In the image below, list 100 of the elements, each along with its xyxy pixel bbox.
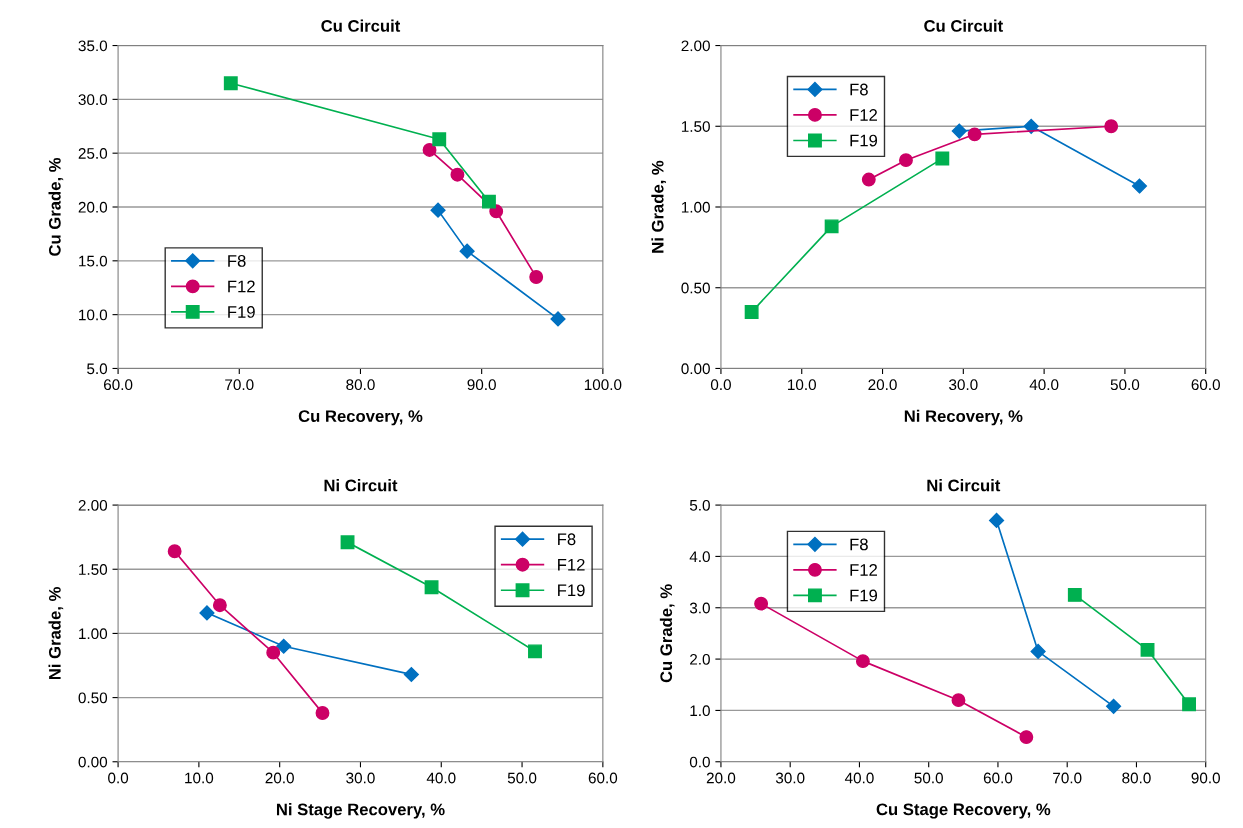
x-tick-label: 60.0 [588, 772, 618, 784]
y-tick-label: 5.0 [87, 363, 108, 375]
y-tick-label: 0.0 [689, 756, 710, 768]
point [432, 132, 447, 147]
y-tick-label: 1.0 [690, 705, 710, 717]
chart-title: Cu Circuit [321, 19, 401, 32]
y-axis-title: Cu Grade, % [48, 157, 64, 256]
x-tick-label: 20.0 [706, 772, 736, 784]
x-tick-label: 30.0 [949, 379, 978, 391]
x-tick-label: 10.0 [185, 772, 214, 784]
point [424, 580, 439, 595]
legend-label: F8 [850, 538, 868, 551]
point [167, 544, 182, 559]
legend-label: F8 [558, 533, 576, 546]
x-tick-label: 100.0 [584, 379, 622, 391]
y-tick-label: 1.00 [681, 201, 710, 213]
x-axis-title: Cu Stage Recovery, % [876, 803, 1051, 819]
point [315, 706, 330, 720]
point [550, 311, 566, 327]
x-tick-label: 60.0 [983, 772, 1013, 784]
point [1131, 178, 1148, 194]
y-tick-label: 10.0 [79, 309, 108, 321]
y-tick-label: 2.00 [681, 40, 710, 52]
y-tick-label: 2.00 [78, 499, 108, 511]
y-tick-label: 25.0 [78, 148, 108, 159]
legend-label: F12 [850, 109, 877, 121]
point [199, 605, 215, 621]
y-tick-label: 4.0 [689, 551, 710, 563]
x-axis-title: Ni Stage Recovery, % [276, 803, 445, 819]
x-tick-label: 30.0 [346, 772, 375, 784]
x-tick-label: 40.0 [426, 772, 456, 784]
point [855, 654, 870, 669]
x-tick-label: 60.0 [1191, 379, 1220, 391]
point [824, 219, 839, 234]
x-tick-label: 50.0 [507, 772, 537, 784]
legend-label: F19 [850, 589, 878, 602]
x-tick-label: 70.0 [1053, 772, 1082, 784]
y-tick-label: 5.0 [689, 499, 710, 511]
x-tick-label: 80.0 [346, 379, 375, 391]
legend-label: F19 [558, 584, 585, 597]
x-tick-label: 40.0 [1029, 379, 1059, 391]
x-tick-label: 50.0 [1110, 379, 1140, 391]
point [529, 270, 544, 284]
legend-label: F12 [558, 558, 585, 571]
point [481, 194, 496, 209]
y-tick-label: 0.00 [78, 756, 108, 768]
x-tick-label: 60.0 [103, 379, 133, 391]
y-tick-label: 0.50 [78, 692, 108, 704]
legend-label: F19 [850, 134, 878, 147]
point [450, 167, 465, 182]
point [899, 153, 913, 168]
x-tick-label: 80.0 [1122, 772, 1151, 784]
legend-label: F12 [228, 280, 255, 293]
x-tick-label: 20.0 [265, 772, 294, 784]
chart-title: Ni Circuit [324, 479, 398, 492]
x-tick-label: 10.0 [788, 379, 817, 391]
point [1030, 643, 1046, 659]
point [967, 127, 982, 142]
legend-label: F19 [228, 306, 255, 318]
x-tick-label: 0.0 [108, 772, 129, 784]
point [951, 123, 967, 139]
x-tick-label: 0.0 [710, 379, 731, 391]
legend-label: F8 [228, 255, 246, 267]
x-tick-label: 30.0 [775, 772, 805, 784]
y-tick-label: 0.50 [681, 282, 710, 294]
y-tick-label: 1.50 [79, 564, 108, 575]
point [744, 305, 759, 319]
x-tick-label: 40.0 [844, 772, 874, 784]
point [459, 243, 475, 259]
y-axis-title: Ni Grade, % [48, 587, 64, 680]
point [422, 143, 437, 157]
y-tick-label: 15.0 [79, 255, 108, 267]
point [1019, 730, 1034, 745]
x-tick-label: 20.0 [868, 379, 897, 391]
point [528, 644, 542, 659]
y-tick-label: 30.0 [78, 94, 108, 106]
x-tick-label: 50.0 [914, 772, 943, 784]
y-tick-label: 1.00 [79, 628, 108, 640]
x-tick-label: 90.0 [467, 379, 496, 391]
y-axis-title: Cu Grade, % [659, 584, 675, 683]
y-tick-label: 20.0 [78, 201, 108, 213]
point [951, 693, 966, 708]
y-axis-title: Ni Grade, % [651, 160, 667, 253]
point [1140, 642, 1155, 657]
point [1182, 697, 1197, 712]
point [430, 202, 446, 218]
x-tick-label: 70.0 [225, 379, 254, 391]
point [223, 76, 238, 91]
x-axis-title: Ni Recovery, % [904, 409, 1023, 426]
point [276, 638, 292, 654]
legend-label: F12 [850, 564, 877, 576]
point [403, 666, 419, 683]
point [861, 172, 876, 187]
point [1106, 698, 1122, 714]
y-tick-label: 3.0 [689, 602, 710, 614]
x-axis-title: Cu Recovery, % [298, 410, 423, 426]
point [754, 596, 769, 611]
y-tick-label: 1.50 [681, 121, 710, 132]
point [988, 512, 1005, 529]
legend-label: F8 [850, 83, 868, 96]
